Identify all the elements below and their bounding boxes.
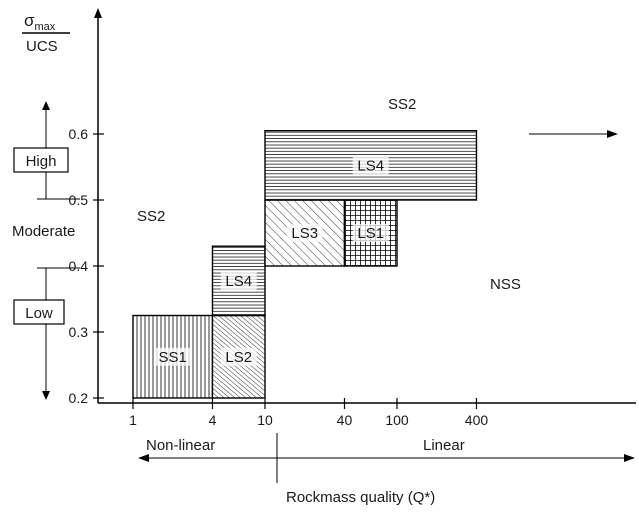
region-ls4-large: LS4: [264, 129, 478, 201]
ss2-top-label: SS2: [388, 96, 416, 113]
region-label-ls4-small: LS4: [225, 273, 252, 290]
low-label-box: [13, 299, 65, 325]
region-ls3: LS3: [264, 199, 346, 267]
behaviour-left-arrow-icon: [138, 454, 149, 462]
y-tick-label: 0.3: [69, 324, 89, 340]
region-ls4-small: LS4: [211, 245, 266, 317]
region-label-ss1: SS1: [159, 349, 187, 366]
regions-layer: SS1 LS2 LS4 LS3 LS1 LS4: [132, 129, 478, 399]
y-ticks: 0.6 0.5 0.4 0.3 0.2: [69, 126, 104, 406]
region-label-ls1: LS1: [357, 225, 384, 242]
ss2-left-label: SS2: [137, 208, 165, 225]
moderate-label: Moderate: [12, 223, 75, 240]
high-extension-arrow-icon: [607, 130, 618, 138]
y-title-sigma: σmax: [24, 11, 56, 33]
region-label-ls4-large: LS4: [357, 157, 384, 174]
x-tick-label: 40: [337, 412, 353, 428]
high-up-arrow-icon: [42, 101, 50, 110]
y-tick-label: 0.5: [69, 192, 89, 208]
region-label-ls2: LS2: [225, 349, 252, 366]
region-label-ls3: LS3: [291, 225, 318, 242]
low-label: Low: [25, 305, 53, 322]
region-ls1: LS1: [343, 199, 398, 267]
high-label: High: [26, 153, 57, 170]
y-title-ucs: UCS: [26, 38, 58, 55]
behaviour-right-arrow-icon: [624, 454, 635, 462]
nonlinear-label: Non-linear: [146, 437, 215, 454]
y-tick-label: 0.4: [69, 258, 89, 274]
nss-label: NSS: [490, 276, 521, 293]
y-tick-label: 0.6: [69, 126, 89, 142]
region-ss1: SS1: [132, 314, 214, 399]
x-tick-label: 10: [257, 412, 273, 428]
high-label-box: [13, 147, 69, 173]
x-axis-title: Rockmass quality (Q*): [286, 489, 435, 506]
region-ls2: LS2: [211, 314, 266, 399]
linear-label: Linear: [423, 437, 465, 454]
x-ticks: 1 4 10 40 100 400: [129, 398, 488, 428]
low-down-arrow-icon: [42, 391, 50, 400]
x-tick-label: 100: [385, 412, 409, 428]
y-tick-label: 0.2: [69, 390, 89, 406]
x-tick-label: 4: [209, 412, 217, 428]
x-tick-label: 1: [129, 412, 137, 428]
x-tick-label: 400: [465, 412, 489, 428]
y-axis-arrow-icon: [94, 8, 102, 18]
